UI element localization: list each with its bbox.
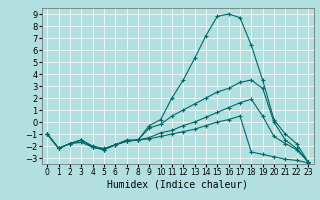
X-axis label: Humidex (Indice chaleur): Humidex (Indice chaleur) [107, 180, 248, 190]
